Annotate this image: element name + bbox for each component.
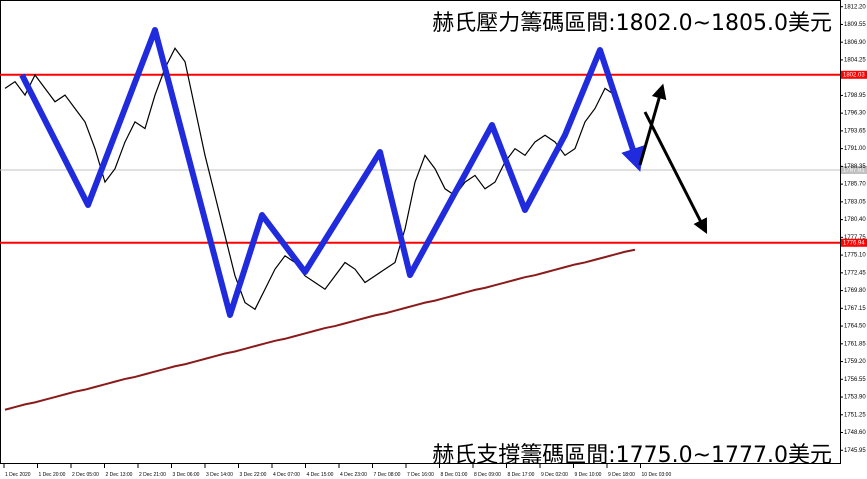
x-tick-label: 3 Dec 06:00 xyxy=(173,472,200,478)
x-tick-label: 3 Dec 14:00 xyxy=(206,472,233,478)
x-tick-label: 10 Dec 03:00 xyxy=(642,472,672,478)
x-tick-label: 9 Dec 10:00 xyxy=(575,472,602,478)
price-line xyxy=(4,47,636,311)
zigzag-annotation xyxy=(19,27,645,318)
price-line xyxy=(4,248,636,411)
y-tick-label: 1751.25 xyxy=(844,412,866,418)
y-tick-label: 1753.90 xyxy=(844,395,866,401)
x-tick-label: 4 Dec 23:00 xyxy=(340,472,367,478)
x-tick-label: 1 Dec 2020 xyxy=(5,472,31,478)
y-tick-label: 1783.05 xyxy=(844,199,866,205)
x-tick-label: 3 Dec 22:00 xyxy=(240,472,267,478)
y-tick-label: 1780.40 xyxy=(844,217,866,223)
x-tick-label: 7 Dec 16:00 xyxy=(407,472,434,478)
x-tick-label: 4 Dec 07:00 xyxy=(273,472,300,478)
y-tick-label: 1759.20 xyxy=(844,359,866,365)
x-tick-label: 8 Dec 09:00 xyxy=(474,472,501,478)
x-tick-label: 2 Dec 13:00 xyxy=(106,472,133,478)
price-level-label: 1787.81 xyxy=(843,168,865,174)
price-level-box xyxy=(841,238,867,247)
y-tick-label: 1809.55 xyxy=(844,22,866,28)
y-tick-label: 1798.95 xyxy=(844,93,866,99)
y-tick-label: 1761.85 xyxy=(844,341,866,347)
y-tick-label: 1791.00 xyxy=(844,146,866,152)
resistance-note: 赫氏壓力籌碼區間:1802.0~1805.0美元 xyxy=(432,11,832,36)
x-tick-label: 4 Dec 15:00 xyxy=(307,472,334,478)
y-tick-label: 1764.50 xyxy=(844,324,866,330)
y-tick-label: 1769.80 xyxy=(844,288,866,294)
x-tick-label: 2 Dec 05:00 xyxy=(72,472,99,478)
y-tick-label: 1775.10 xyxy=(844,253,866,259)
y-tick-label: 1806.90 xyxy=(844,40,866,46)
x-tick-label: 9 Dec 18:00 xyxy=(608,472,635,478)
price-level-box xyxy=(841,165,867,174)
x-tick-label: 1 Dec 20:00 xyxy=(39,472,66,478)
y-tick-label: 1748.60 xyxy=(844,430,866,436)
y-tick-label: 1745.95 xyxy=(844,448,866,454)
y-tick-label: 1767.15 xyxy=(844,306,866,312)
support-note: 赫氏支撐籌碼區間:1775.0~1777.0美元 xyxy=(432,443,832,468)
y-tick-label: 1793.65 xyxy=(844,128,866,134)
price-level-box xyxy=(841,70,867,79)
y-tick-label: 1804.25 xyxy=(844,58,866,64)
forecast-arrow xyxy=(643,111,708,235)
plot-frame xyxy=(0,0,841,464)
y-tick-label: 1777.75 xyxy=(844,235,866,241)
x-tick-label: 8 Dec 17:00 xyxy=(508,472,535,478)
y-tick-label: 1756.55 xyxy=(844,377,866,383)
y-tick-label: 1812.20 xyxy=(844,4,866,10)
x-tick-label: 9 Dec 02:00 xyxy=(541,472,568,478)
y-tick-label: 1796.30 xyxy=(844,111,866,117)
y-tick-label: 1788.35 xyxy=(844,164,866,170)
x-tick-label: 8 Dec 01:00 xyxy=(441,472,468,478)
y-tick-label: 1772.45 xyxy=(844,270,866,276)
y-tick-label: 1785.70 xyxy=(844,182,866,188)
x-tick-label: 2 Dec 21:00 xyxy=(139,472,166,478)
price-level-label: 1776.94 xyxy=(843,240,865,246)
price-level-label: 1802.03 xyxy=(843,72,865,78)
x-tick-label: 7 Dec 08:00 xyxy=(374,472,401,478)
